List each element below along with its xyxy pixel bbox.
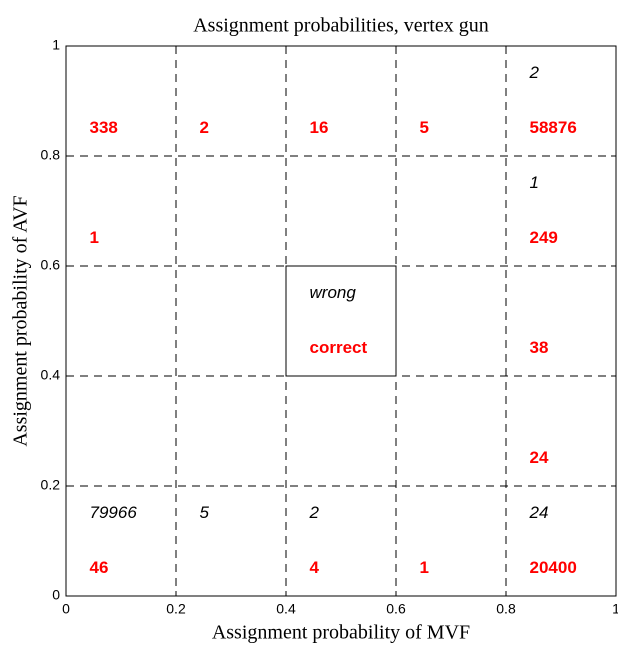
correct-count: 46	[90, 558, 109, 577]
correct-count: 38	[530, 338, 549, 357]
correct-count: 249	[530, 228, 558, 247]
correct-count: 24	[530, 448, 549, 467]
legend-wrong: wrong	[310, 283, 357, 302]
chart-title: Assignment probabilities, vertex gun	[193, 15, 489, 37]
x-tick-label: 0.2	[166, 601, 186, 617]
y-tick-label: 0	[52, 587, 60, 603]
x-axis-label: Assignment probability of MVF	[212, 622, 470, 644]
y-tick-label: 0.2	[41, 477, 61, 493]
wrong-count: 2	[309, 503, 320, 522]
legend-box	[285, 265, 397, 377]
correct-count: 1	[420, 558, 429, 577]
x-tick-label: 0.6	[386, 601, 406, 617]
x-tick-label: 1	[612, 601, 618, 617]
correct-count: 1	[90, 228, 99, 247]
x-tick-label: 0.4	[276, 601, 296, 617]
correct-count: 20400	[530, 558, 577, 577]
correct-count: 58876	[530, 118, 577, 137]
y-axis-label: Assignment probability of AVF	[10, 195, 32, 446]
x-tick-label: 0.8	[496, 601, 516, 617]
y-tick-label: 0.8	[41, 147, 61, 163]
wrong-count: 79966	[90, 503, 138, 522]
correct-count: 16	[310, 118, 329, 137]
legend-correct: correct	[310, 338, 368, 357]
wrong-count: 1	[530, 173, 539, 192]
correct-count: 5	[420, 118, 429, 137]
x-tick-label: 0	[62, 601, 70, 617]
correct-count: 4	[310, 558, 320, 577]
wrong-count: 5	[200, 503, 210, 522]
plot-frame	[65, 45, 617, 597]
wrong-count: 2	[529, 63, 540, 82]
correct-count: 338	[90, 118, 118, 137]
wrong-count: 24	[529, 503, 549, 522]
correct-count: 2	[200, 118, 209, 137]
y-tick-label: 1	[52, 37, 60, 53]
y-tick-label: 0.6	[41, 257, 61, 273]
y-tick-label: 0.4	[41, 367, 61, 383]
